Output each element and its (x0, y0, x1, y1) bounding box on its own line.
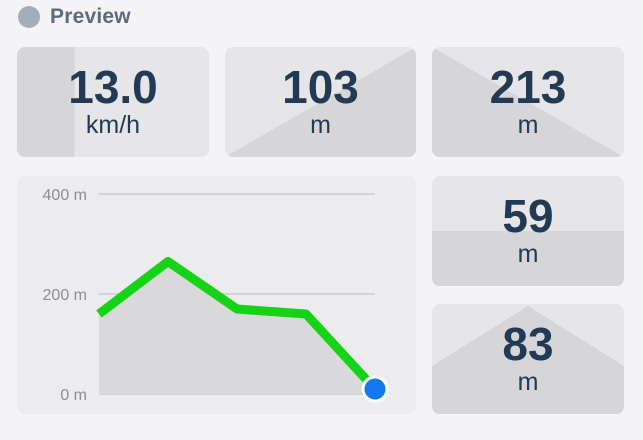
distance-1-unit: m (310, 111, 331, 139)
preview-title: Preview (50, 5, 131, 28)
distance-tile-4[interactable]: 83 m (432, 304, 624, 414)
distance-4-value: 83 (502, 318, 554, 370)
distance-tile-2[interactable]: 213 m (432, 47, 624, 157)
distance-4-unit: m (517, 368, 539, 396)
distance-tile-2-shade (432, 47, 624, 157)
preview-header: Preview (18, 4, 131, 30)
distance-tile-3[interactable]: 59 m (432, 176, 624, 286)
speed-unit: km/h (85, 111, 141, 139)
status-dot-icon (18, 6, 40, 28)
distance-tile-1[interactable]: 103 m (225, 47, 416, 157)
y-tick-label: 400 m (43, 187, 87, 204)
series-line (96, 257, 379, 393)
chart-area (99, 261, 375, 394)
distance-tile-4-shade (432, 306, 624, 414)
chart-card[interactable]: 0 m 200 m 400 m (17, 176, 416, 414)
distance-2-value: 213 (489, 61, 567, 113)
distance-tile-1-shade (225, 47, 416, 157)
distance-3-value: 59 (502, 190, 554, 242)
distance-2-unit: m (517, 111, 539, 139)
distance-3-unit: m (517, 240, 539, 268)
speed-progress-fill (17, 47, 75, 157)
y-tick-label: 0 m (60, 387, 87, 404)
y-tick-label: 200 m (43, 287, 87, 304)
current-position-marker (361, 375, 389, 403)
line-chart: 0 m 200 m 400 m (43, 187, 389, 404)
distance-1-value: 103 (282, 61, 359, 113)
speed-value: 13.0 (68, 61, 158, 113)
distance-tile-3-fill (432, 231, 624, 286)
speed-tile[interactable]: 13.0 km/h (17, 47, 209, 157)
